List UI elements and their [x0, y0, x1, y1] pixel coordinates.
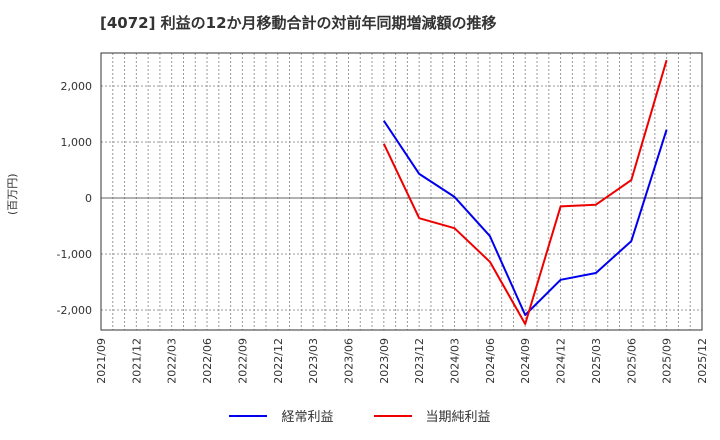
series-line — [382, 59, 668, 325]
svg-text:2024/12: 2024/12 — [555, 338, 568, 384]
svg-text:2024/06: 2024/06 — [484, 338, 497, 384]
svg-text:2,000: 2,000 — [61, 80, 93, 93]
chart-title: [4072] 利益の12か月移動合計の対前年同期増減額の推移 — [100, 14, 497, 32]
svg-text:2025/12: 2025/12 — [696, 338, 709, 384]
svg-text:2025/06: 2025/06 — [625, 338, 638, 384]
legend-item-ordinary-profit: 経常利益 — [229, 406, 334, 425]
svg-text:2021/09: 2021/09 — [95, 338, 108, 384]
svg-text:2023/03: 2023/03 — [307, 338, 320, 384]
svg-text:2025/09: 2025/09 — [661, 338, 674, 384]
svg-text:2023/09: 2023/09 — [378, 338, 391, 384]
legend: 経常利益 当期純利益 — [0, 406, 720, 425]
svg-text:2022/09: 2022/09 — [236, 338, 249, 384]
legend-label: 当期純利益 — [425, 410, 491, 425]
svg-text:2022/03: 2022/03 — [166, 338, 179, 384]
legend-label: 経常利益 — [281, 410, 334, 425]
svg-text:2023/12: 2023/12 — [413, 338, 426, 384]
svg-text:2022/12: 2022/12 — [272, 338, 285, 384]
svg-text:-2,000: -2,000 — [57, 304, 92, 317]
svg-text:2021/12: 2021/12 — [130, 338, 143, 384]
svg-text:2024/03: 2024/03 — [449, 338, 462, 384]
svg-text:2022/06: 2022/06 — [201, 338, 214, 384]
svg-text:0: 0 — [85, 192, 92, 205]
svg-text:2023/06: 2023/06 — [342, 338, 355, 384]
series-line — [382, 120, 668, 316]
line-chart: -2,000 -1,000 0 1,000 2,000 2021/09 2021/12 202… — [57, 52, 709, 384]
legend-swatch-blue — [229, 414, 268, 417]
svg-text:1,000: 1,000 — [61, 136, 93, 149]
svg-text:2024/09: 2024/09 — [519, 338, 532, 384]
legend-item-net-profit: 当期純利益 — [373, 406, 491, 425]
svg-text:-1,000: -1,000 — [57, 248, 92, 261]
svg-text:2025/03: 2025/03 — [590, 338, 603, 384]
legend-swatch-red — [373, 414, 412, 417]
